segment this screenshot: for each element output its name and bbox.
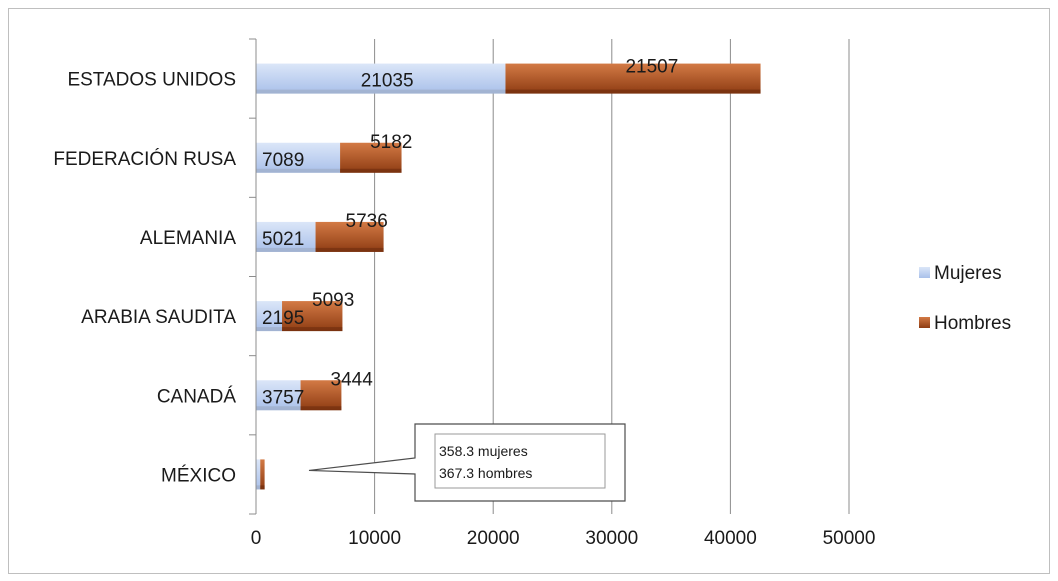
category-label: CANADÁ — [157, 386, 237, 407]
x-tick-label: 20000 — [467, 528, 520, 549]
bar-shadow — [340, 168, 402, 173]
bar-hombres — [300, 380, 342, 411]
bar-mujeres — [256, 459, 261, 490]
bar-mujeres — [256, 301, 283, 332]
data-label-hombres: 3444 — [331, 369, 374, 390]
legend-label-mujeres: Mujeres — [934, 263, 1002, 284]
legend-label-hombres: Hombres — [934, 313, 1011, 334]
bar-shadow — [256, 89, 506, 94]
bar-chart: 0 10000 20000 30000 40000 50000 ESTADOS UNIDO… — [53, 38, 1011, 549]
bar-hombres — [260, 459, 265, 490]
data-label-mujeres: 21035 — [361, 71, 414, 92]
x-tick-label: 0 — [251, 528, 262, 549]
bar-shadow — [256, 327, 283, 332]
data-label-hombres: 21507 — [625, 57, 678, 78]
callout-text: 367.3 hombres — [439, 465, 532, 481]
x-tick-label: 10000 — [348, 528, 401, 549]
category-label: MÉXICO — [161, 465, 236, 486]
bar-shadow — [315, 247, 384, 252]
bar-shadow — [256, 247, 316, 252]
legend-swatch-mujeres — [919, 267, 930, 278]
data-label-hombres: 5736 — [346, 211, 388, 232]
bar-shadow — [256, 168, 341, 173]
chart-frame: 0 10000 20000 30000 40000 50000 ESTADOS UNIDO… — [8, 8, 1050, 574]
bar-hombres — [340, 142, 402, 173]
callout-text: 358.3 mujeres — [439, 443, 528, 459]
bar-mujeres — [256, 142, 341, 173]
callout-inner-box — [434, 433, 606, 489]
legend-swatch-hombres — [919, 317, 930, 328]
bar-shadow — [300, 406, 342, 411]
x-tick-label: 50000 — [823, 528, 876, 549]
bar-shadow — [282, 327, 343, 332]
bar-mujeres — [256, 221, 316, 252]
data-label-mujeres: 7089 — [262, 150, 304, 171]
bar-shadow — [256, 406, 301, 411]
bar-hombres — [505, 63, 761, 94]
category-label: ALEMANIA — [140, 228, 236, 249]
callout-box — [308, 423, 626, 502]
data-label-mujeres: 5021 — [262, 229, 304, 250]
bar-shadow — [260, 485, 265, 490]
category-label: ESTADOS UNIDOS — [67, 70, 236, 91]
data-label-mujeres: 3757 — [262, 387, 304, 408]
category-label: ARABIA SAUDITA — [81, 307, 236, 328]
bar-hombres — [282, 301, 343, 332]
data-label-mujeres: 2195 — [262, 308, 304, 329]
data-label-hombres: 5182 — [370, 132, 412, 153]
bar-mujeres — [256, 63, 506, 94]
category-label: FEDERACIÓN RUSA — [53, 148, 236, 170]
bar-shadow — [505, 89, 761, 94]
bar-mujeres — [256, 380, 301, 411]
bar-hombres — [315, 221, 384, 252]
x-tick-label: 30000 — [585, 528, 638, 549]
x-tick-label: 40000 — [704, 528, 757, 549]
data-label-hombres: 5093 — [312, 290, 354, 311]
bar-shadow — [256, 485, 261, 490]
